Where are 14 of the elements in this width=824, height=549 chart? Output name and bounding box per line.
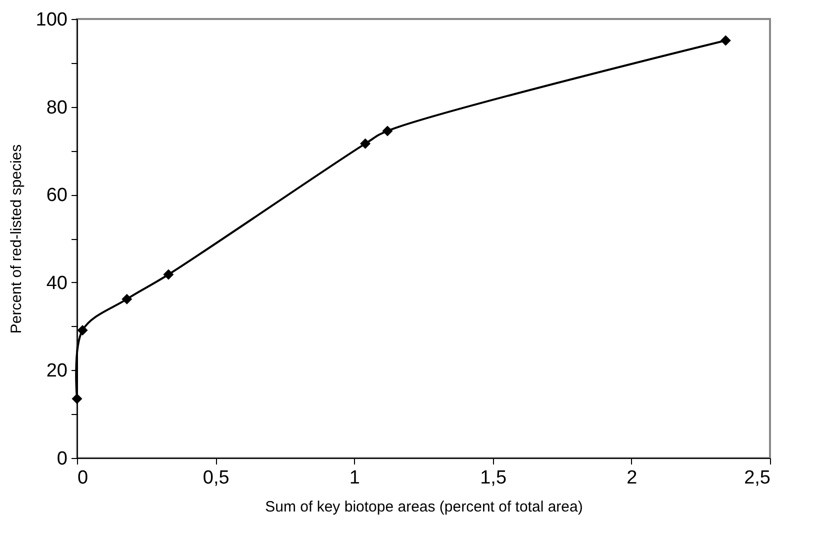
x-axis-title: Sum of key biotope areas (percent of total area) [265, 498, 583, 516]
y-tick-label: 20 [46, 360, 68, 382]
y-tick-label: 80 [46, 97, 68, 118]
x-tick-label: 2,5 [744, 468, 770, 488]
x-tick-label: 2 [626, 468, 638, 488]
x-tick-label: 0,5 [202, 468, 230, 488]
y-tick-label: 60 [46, 185, 68, 206]
x-tick-label: 0 [78, 468, 88, 488]
y-tick-label: 100 [36, 10, 68, 30]
y-tick-label: 40 [46, 272, 68, 294]
x-tick-label: 1 [349, 468, 360, 488]
y-tick-label: 0 [56, 448, 68, 470]
x-tick-label: 1,5 [480, 468, 507, 488]
y-axis-title: Percent of red-listed species [8, 144, 25, 334]
